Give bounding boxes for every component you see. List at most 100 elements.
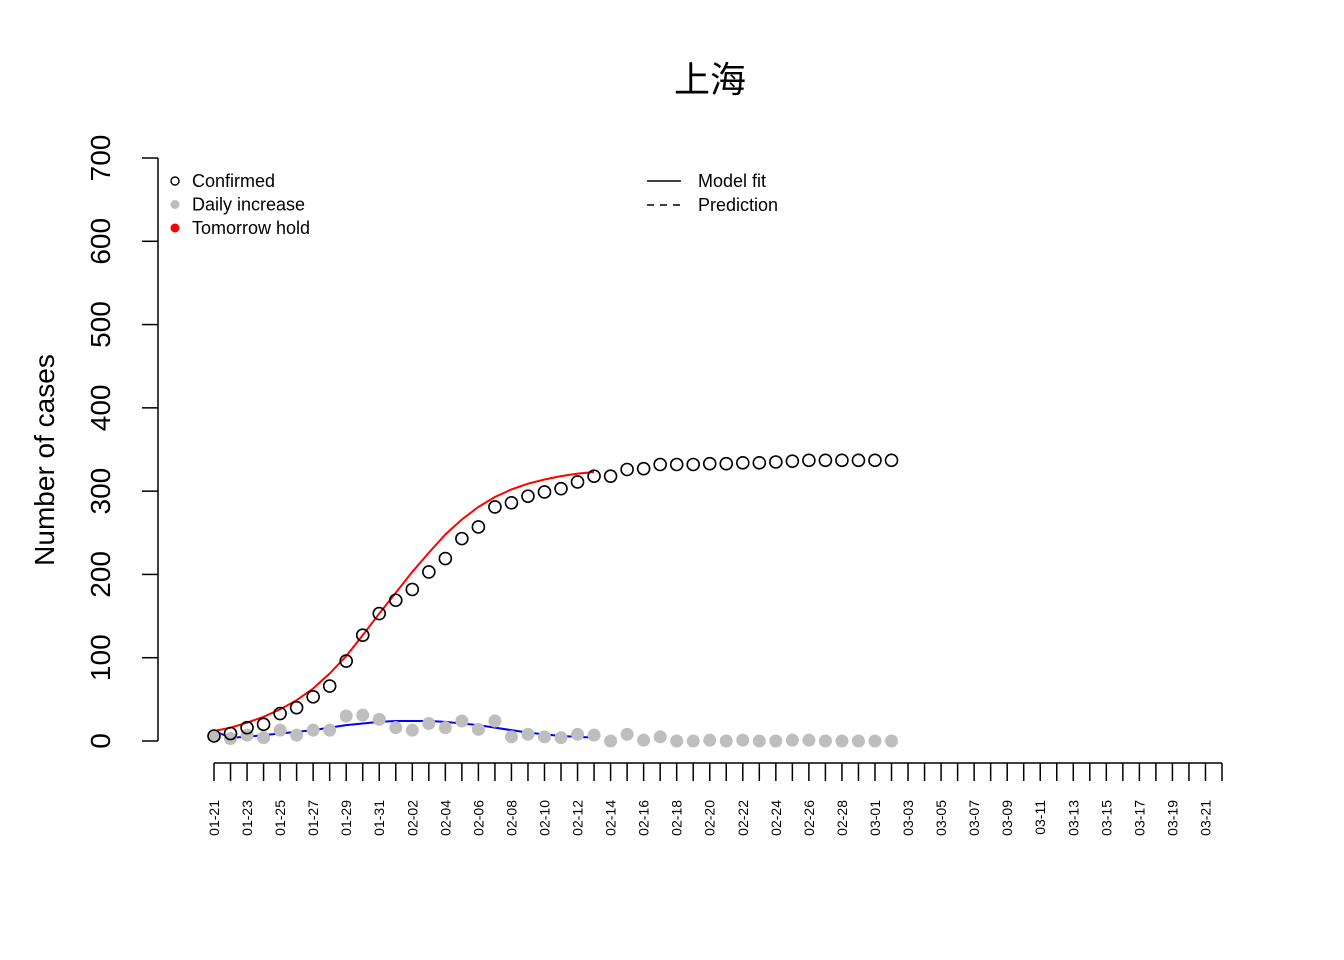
- point: [570, 475, 585, 489]
- point: [389, 721, 403, 735]
- point: [273, 723, 287, 737]
- y-tick-label: 300: [85, 468, 116, 515]
- point: [653, 457, 667, 472]
- point: [290, 728, 304, 742]
- point: [339, 709, 353, 723]
- point: [372, 606, 387, 621]
- point: [818, 734, 832, 748]
- y-tick-label: 200: [85, 551, 116, 598]
- x-tick-label: 02-22: [735, 800, 751, 836]
- y-tick-label: 700: [85, 135, 116, 182]
- point: [273, 706, 287, 721]
- point: [835, 734, 849, 748]
- x-tick-label: 01-23: [239, 800, 255, 836]
- point: [653, 730, 667, 744]
- point: [603, 469, 618, 483]
- x-tick-label: 02-20: [702, 800, 718, 836]
- point: [207, 729, 221, 743]
- point: [223, 726, 238, 741]
- point: [455, 531, 469, 546]
- y-tick-label: 0: [85, 733, 116, 749]
- point: [587, 728, 601, 742]
- point: [736, 733, 750, 747]
- fit-line: [213, 720, 595, 739]
- x-tick-label: 03-01: [867, 800, 883, 836]
- point: [455, 714, 469, 728]
- point: [885, 734, 899, 748]
- point: [224, 732, 238, 746]
- point: [851, 453, 866, 468]
- legend-label: Prediction: [698, 195, 778, 215]
- x-tick-label: 01-25: [272, 800, 288, 836]
- point: [554, 481, 568, 496]
- point: [637, 733, 651, 747]
- chart-title: 上海: [674, 60, 746, 101]
- point: [355, 628, 370, 643]
- point: [488, 500, 502, 514]
- point: [422, 565, 436, 579]
- point: [504, 496, 519, 510]
- point: [256, 717, 271, 732]
- point: [372, 712, 386, 726]
- point: [504, 730, 518, 744]
- point: [670, 734, 684, 748]
- point: [306, 690, 320, 704]
- x-tick-label: 02-02: [404, 800, 420, 836]
- x-tick-label: 03-11: [1032, 800, 1048, 835]
- point: [752, 734, 766, 748]
- point: [620, 462, 634, 477]
- y-tick-label: 500: [85, 301, 116, 348]
- x-tick-label: 03-17: [1131, 800, 1147, 836]
- point: [835, 453, 849, 468]
- point: [868, 453, 882, 468]
- point: [884, 453, 899, 468]
- legend-label: Confirmed: [192, 171, 275, 191]
- x-tick-label: 02-16: [636, 800, 652, 836]
- x-tick-label: 03-21: [1197, 800, 1213, 836]
- point: [868, 734, 882, 748]
- point: [735, 456, 750, 470]
- point: [422, 717, 436, 731]
- point: [620, 727, 634, 741]
- x-tick-label: 02-10: [536, 800, 552, 836]
- point: [521, 727, 535, 741]
- point: [686, 734, 700, 748]
- point: [769, 734, 783, 748]
- x-tick-label: 02-06: [470, 800, 486, 836]
- x-tick-label: 02-12: [570, 800, 586, 836]
- y-tick-label: 600: [85, 218, 116, 265]
- point: [339, 654, 353, 668]
- point: [752, 456, 767, 470]
- x-tick-label: 01-29: [338, 800, 354, 836]
- point: [322, 679, 337, 693]
- x-tick-label: 02-14: [603, 800, 619, 836]
- point: [306, 723, 320, 737]
- point: [669, 457, 684, 472]
- x-tick-label: 02-04: [437, 800, 453, 836]
- point: [388, 593, 403, 608]
- point: [785, 454, 800, 468]
- legend-label: Model fit: [698, 171, 766, 191]
- point: [571, 727, 585, 741]
- point: [587, 469, 601, 483]
- legend-marker: [170, 223, 180, 233]
- point: [405, 723, 419, 737]
- x-tick-label: 01-31: [371, 800, 387, 836]
- legend-marker: [170, 200, 180, 209]
- point: [356, 708, 370, 722]
- x-tick-label: 02-24: [768, 800, 784, 836]
- x-tick-label: 01-21: [206, 800, 222, 836]
- point: [240, 720, 254, 735]
- point: [537, 730, 551, 744]
- point: [471, 520, 486, 534]
- x-tick-label: 01-27: [305, 800, 321, 836]
- x-tick-label: 03-15: [1098, 800, 1114, 836]
- y-tick-label: 100: [85, 634, 116, 681]
- point: [785, 733, 799, 747]
- point: [537, 485, 552, 499]
- legend-marker: [170, 176, 180, 186]
- x-tick-label: 03-09: [999, 800, 1015, 836]
- point: [769, 455, 783, 469]
- point: [686, 457, 701, 472]
- x-tick-label: 02-28: [834, 800, 850, 836]
